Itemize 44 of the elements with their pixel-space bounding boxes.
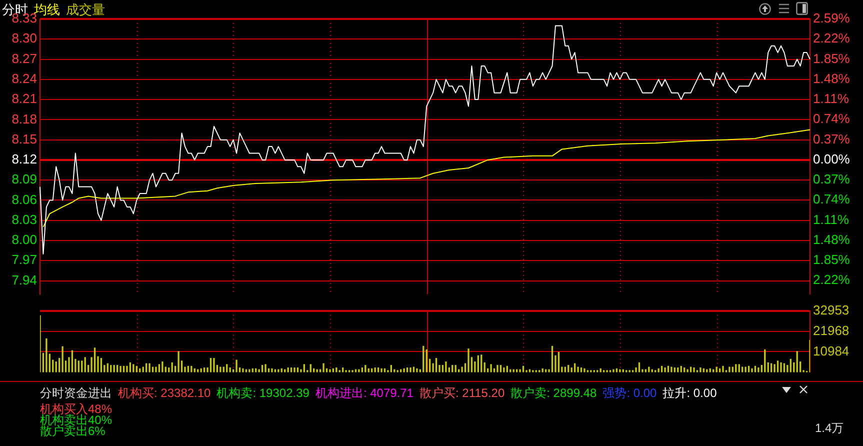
y2-tick-label: 0.74% bbox=[813, 192, 850, 207]
text: 机构卖出40% bbox=[40, 413, 112, 427]
text: 机构卖: 19302.39 bbox=[216, 386, 310, 400]
y-tick-label: 7.97 bbox=[12, 252, 37, 268]
y2-tick-label: 1.48% bbox=[813, 232, 850, 247]
text: 成交量 bbox=[66, 2, 105, 17]
text: 散户卖出6% bbox=[40, 424, 106, 438]
y-tick-label: 8.09 bbox=[12, 172, 37, 187]
y-tick-label: 8.03 bbox=[12, 212, 37, 227]
y-tick-label: 8.18 bbox=[12, 111, 37, 126]
text: 拉升: 0.00 bbox=[662, 386, 717, 400]
text: 强势: 0.00 bbox=[602, 386, 657, 400]
y-tick-label: 8.15 bbox=[12, 131, 37, 146]
y2-tick-label: 2.22% bbox=[813, 30, 850, 46]
y2-tick-label: 0.37% bbox=[813, 131, 850, 146]
text: 1.4万 bbox=[815, 420, 844, 437]
text: 散户卖: 2899.48 bbox=[510, 386, 597, 400]
y-tick-label: 8.27 bbox=[12, 50, 37, 66]
y2-tick-label: 0.00% bbox=[813, 151, 850, 166]
y-tick-label: 8.24 bbox=[12, 70, 37, 86]
y-tick-label: 8.21 bbox=[12, 91, 37, 106]
y-tick-label: 32953 bbox=[813, 302, 850, 318]
y2-tick-label: 0.74% bbox=[813, 111, 850, 126]
text: 散户买: 2115.20 bbox=[419, 386, 505, 400]
text: 机构买入48% bbox=[40, 402, 112, 416]
text: 均线 bbox=[34, 2, 60, 17]
y-tick-label: 8.06 bbox=[12, 192, 37, 207]
y-tick-label: 8.12 bbox=[12, 152, 37, 167]
y-tick-label: 10984 bbox=[813, 343, 850, 358]
y2-tick-label: 1.48% bbox=[813, 70, 850, 86]
y-tick-label: 8.00 bbox=[12, 232, 37, 248]
y2-tick-label: 0.37% bbox=[813, 172, 850, 187]
y2-tick-label: 1.11% bbox=[813, 91, 850, 106]
y2-tick-label: 1.85% bbox=[813, 50, 850, 66]
y2-tick-label: 2.22% bbox=[813, 272, 850, 288]
text: 机构买: 23382.10 bbox=[118, 386, 211, 400]
y-tick-label: 8.30 bbox=[12, 30, 37, 46]
y-tick-label: 7.94 bbox=[12, 272, 37, 288]
y2-tick-label: 1.11% bbox=[813, 212, 850, 227]
y-tick-label: 21968 bbox=[813, 322, 850, 338]
text: 机构进出: 4079.71 bbox=[315, 386, 414, 400]
text: 分时资金进出 bbox=[40, 386, 112, 400]
y2-tick-label: 1.85% bbox=[813, 252, 850, 268]
y2-tick-label: 2.59% bbox=[813, 10, 850, 26]
